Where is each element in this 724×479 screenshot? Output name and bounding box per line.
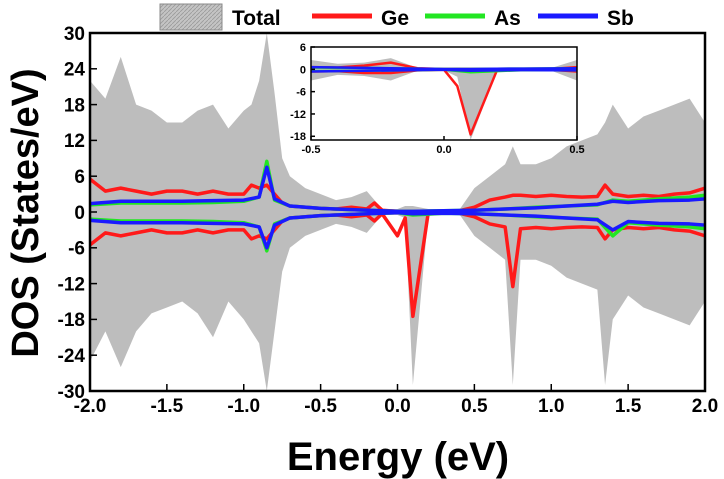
main-x-tick-label: 1.5 [615, 396, 642, 417]
inset-y-ticks: 6 0 -6 -12 -18 [290, 42, 315, 143]
main-y-tick-label: -6 [68, 239, 85, 260]
main-y-tick-label: -24 [58, 346, 86, 367]
legend-label-as: As [494, 7, 521, 30]
inset-y-tick-label: -12 [290, 109, 306, 121]
main-y-tick-label: 0 [74, 203, 85, 224]
main-x-tick-label: 0.5 [461, 396, 488, 417]
main-x-tick-label: -2.0 [74, 396, 107, 417]
x-axis-title: Energy (eV) [287, 435, 509, 479]
inset-x-ticks: -0.5 0.0 0.5 [302, 136, 585, 156]
inset-plot-area: -0.5 0.0 0.5 6 0 -6 -12 -18 [290, 42, 585, 156]
main-series-sb-upper-line [90, 165, 705, 214]
main-x-tick-label: 2.0 [692, 396, 718, 417]
legend-label-ge: Ge [381, 7, 409, 30]
legend-swatch-total [159, 3, 223, 31]
inset-series-group [311, 58, 577, 140]
y-axis-title: DOS (States/eV) [5, 68, 47, 357]
inset-y-tick-label: 0 [300, 64, 306, 76]
inset-x-tick-label: 0.5 [569, 144, 584, 156]
main-x-tick-label: -0.5 [304, 396, 337, 417]
main-x-tick-label: -1.5 [151, 396, 184, 417]
main-y-tick-label: 12 [64, 131, 85, 152]
legend: Total Ge As Sb [159, 3, 634, 31]
inset-y-tick-label: -18 [290, 131, 306, 143]
main-x-tick-label: 1.0 [538, 396, 564, 417]
main-y-tick-label: -12 [58, 274, 85, 295]
main-y-tick-label: 24 [64, 60, 86, 81]
inset-y-tick-label: 6 [300, 42, 306, 54]
main-series-sb-lower-line [90, 210, 705, 250]
main-x-ticks: -2.0 -1.5 -1.0 -0.5 0.0 0.5 1.0 1.5 2.0 [74, 384, 718, 417]
main-y-tick-label: -18 [58, 310, 85, 331]
main-series-ge-lower-line [90, 210, 705, 319]
main-x-tick-label: -1.0 [227, 396, 260, 417]
inset-x-tick-label: 0.0 [436, 144, 451, 156]
inset-y-tick-label: -6 [296, 87, 306, 99]
main-x-tick-label: 0.0 [384, 396, 410, 417]
main-y-tick-label: 18 [64, 95, 85, 116]
inset-series-sb-lower-line [311, 68, 577, 73]
main-y-tick-label: 30 [64, 24, 85, 45]
main-y-ticks: 30 24 18 12 6 0 -6 -12 -18 -24 -30 [58, 24, 97, 403]
legend-label-total: Total [232, 7, 281, 30]
main-y-tick-label: 6 [74, 167, 85, 188]
main-y-tick-label: -30 [58, 382, 85, 403]
legend-label-sb: Sb [607, 7, 634, 30]
main-plot-area: -2.0 -1.5 -1.0 -0.5 0.0 0.5 1.0 1.5 2.0 30 24 18 12… [58, 24, 719, 417]
main-series-group [90, 33, 705, 391]
inset-background [311, 47, 577, 140]
inset-x-tick-label: -0.5 [302, 144, 321, 156]
